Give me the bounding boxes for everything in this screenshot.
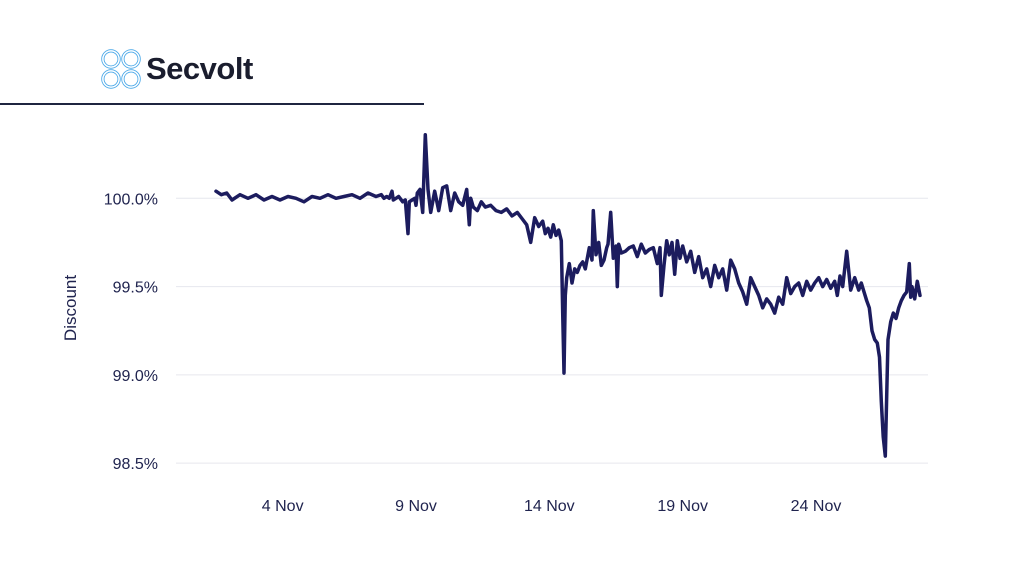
grid-lines xyxy=(176,197,928,464)
y-tick-label: 98.5% xyxy=(113,456,158,473)
x-tick-label: 24 Nov xyxy=(791,498,842,515)
y-tick-label: 99.5% xyxy=(113,280,158,297)
y-axis-title: Discount xyxy=(61,275,80,341)
y-tick-label: 100.0% xyxy=(104,191,158,208)
brand-name: Secvolt xyxy=(146,51,253,86)
brand-header: Secvolt xyxy=(100,48,253,90)
x-axis-tick-labels: 4 Nov 9 Nov 14 Nov 19 Nov 24 Nov xyxy=(262,498,842,515)
y-axis-tick-labels: 100.0% 99.5% 99.0% 98.5% xyxy=(104,191,158,473)
x-tick-label: 19 Nov xyxy=(657,498,708,515)
header-divider xyxy=(0,103,424,105)
x-tick-label: 14 Nov xyxy=(524,498,575,515)
quad-loop-knot-icon xyxy=(101,49,141,89)
discount-series-line xyxy=(214,132,922,458)
x-tick-label: 9 Nov xyxy=(395,498,437,515)
y-tick-label: 99.0% xyxy=(113,368,158,385)
x-tick-label: 4 Nov xyxy=(262,498,304,515)
series-lines xyxy=(214,132,922,458)
